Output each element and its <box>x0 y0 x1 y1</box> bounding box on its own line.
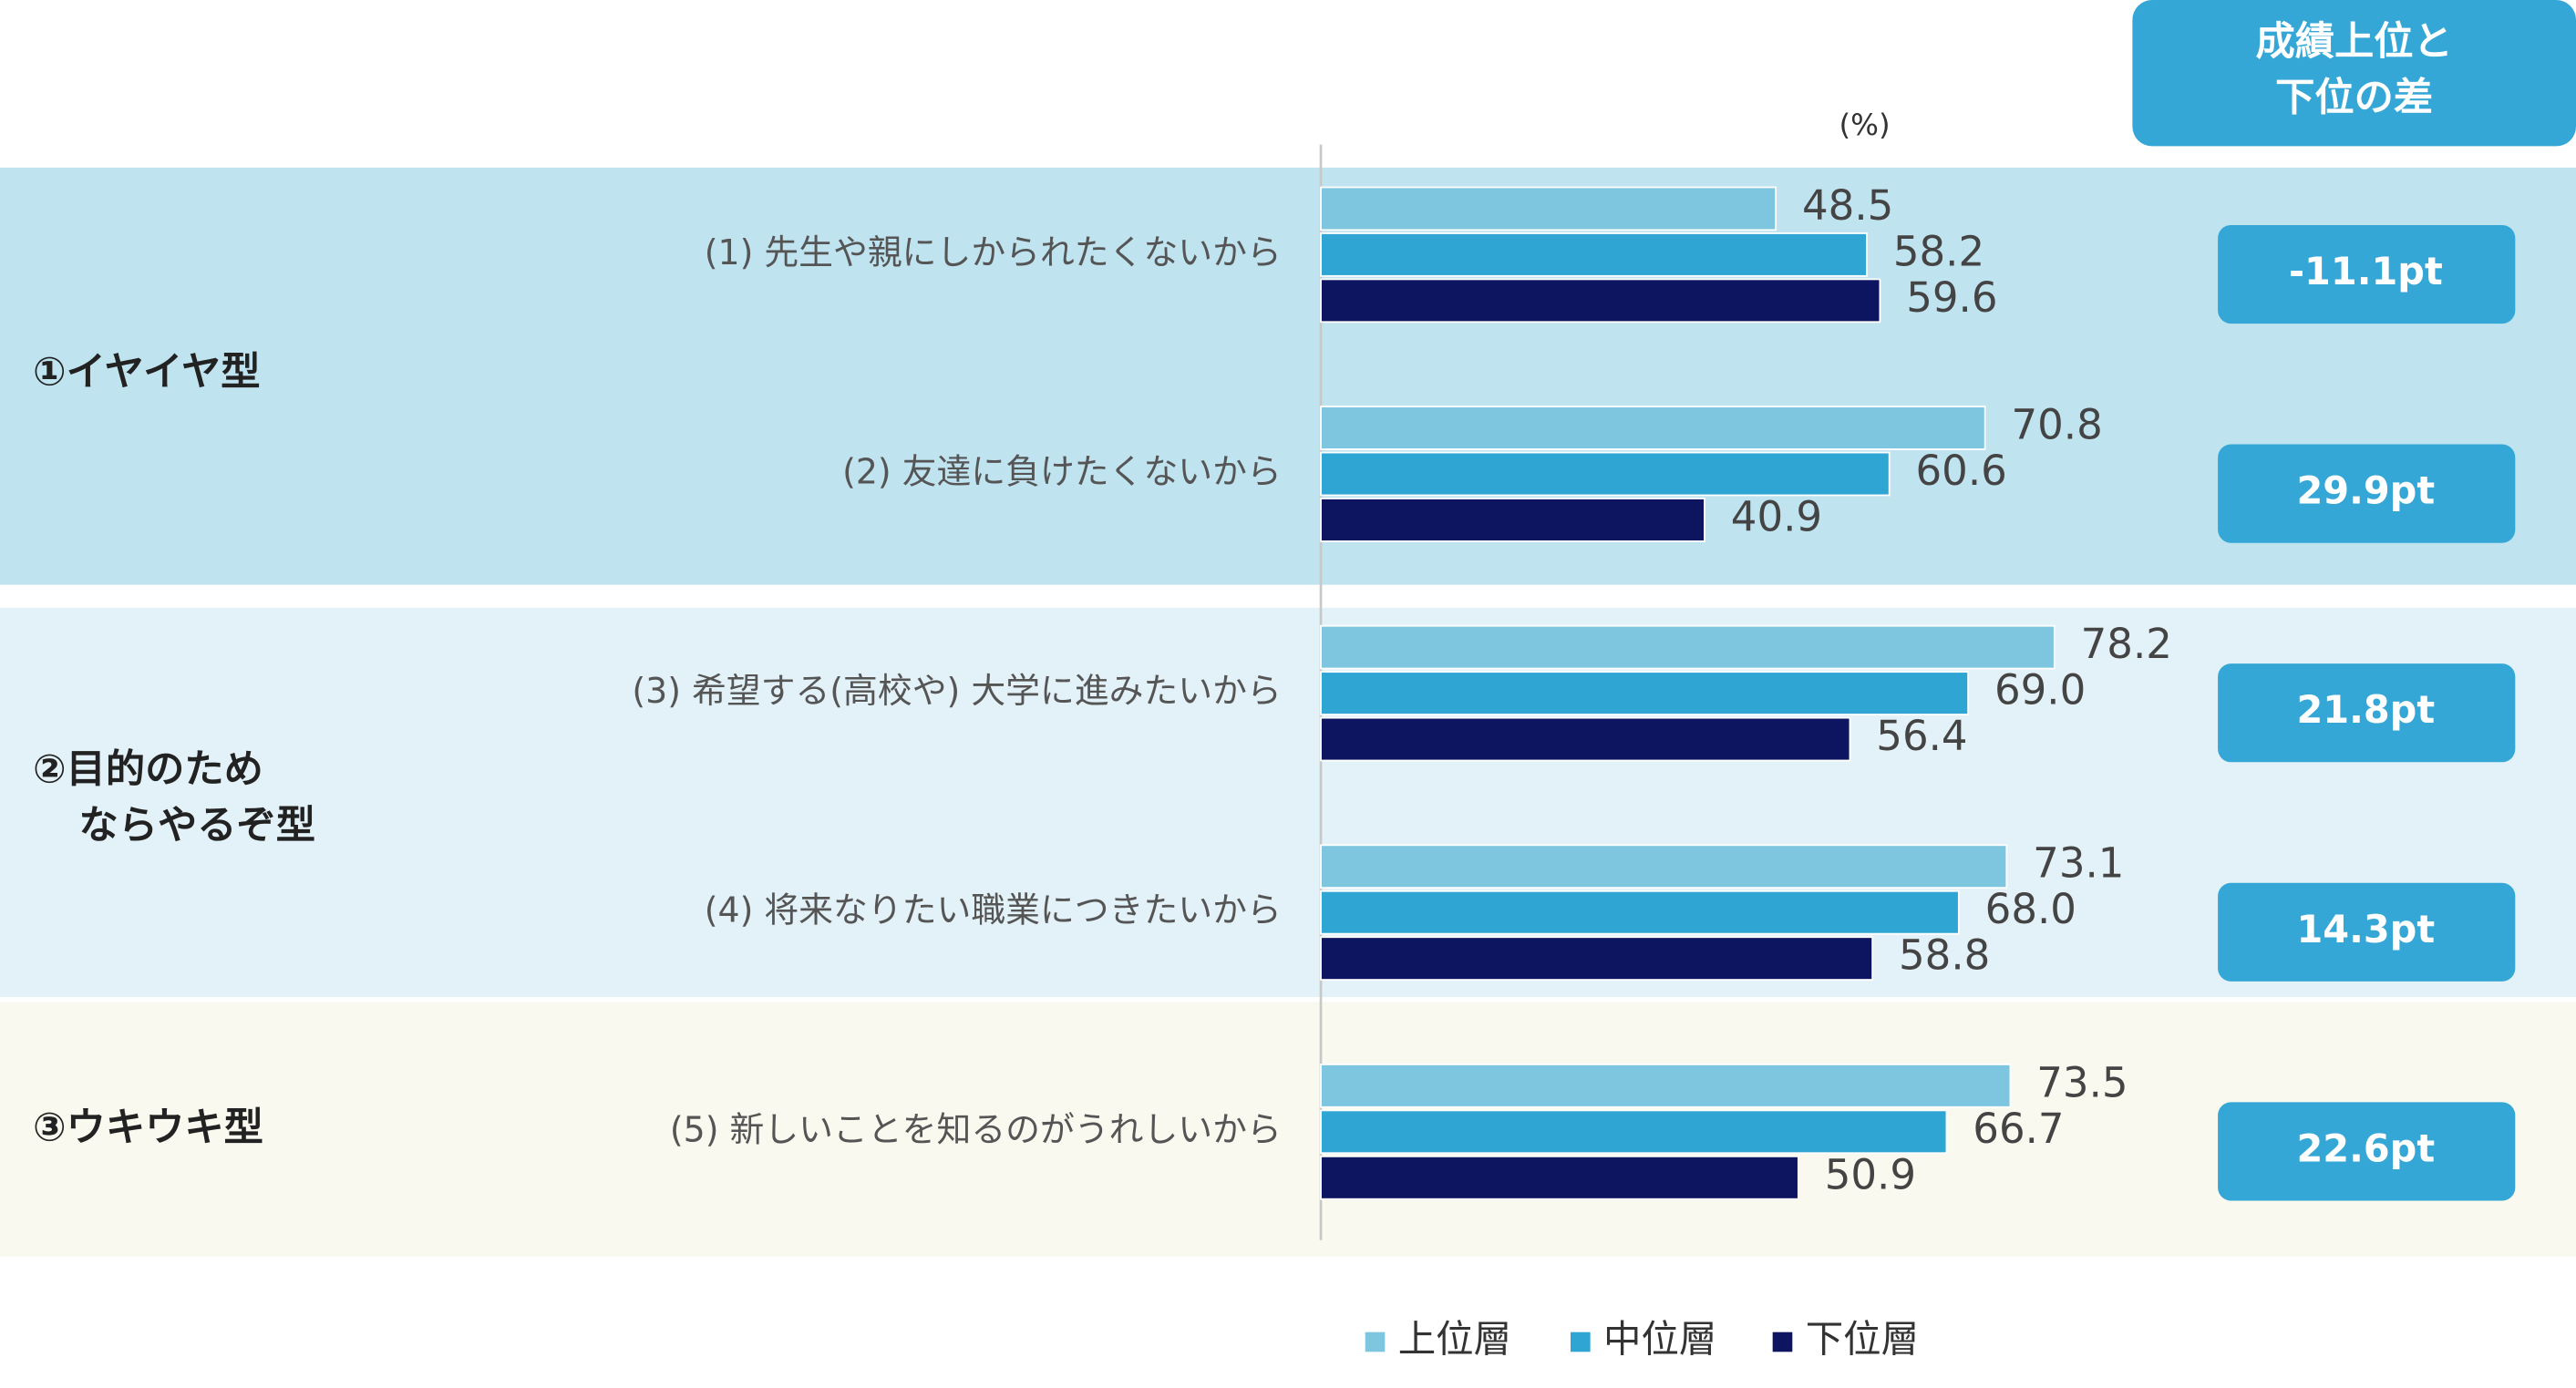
difference-box <box>2218 882 2516 982</box>
header-title: 下位の差 <box>2275 75 2433 120</box>
legend-label: 下位層 <box>1806 1318 1919 1362</box>
value-label: 40.9 <box>1731 492 1822 540</box>
value-label: 58.2 <box>1893 227 1984 275</box>
difference-label: 29.9pt <box>2296 469 2435 513</box>
value-label: 69.0 <box>1994 666 2086 715</box>
group-label: ならやるぞ型 <box>79 803 316 848</box>
value-label: 50.9 <box>1825 1150 1916 1198</box>
category-label: (2) 友達に負けたくないから <box>842 451 1282 491</box>
bar <box>1320 278 1881 324</box>
difference-label: 14.3pt <box>2296 908 2435 951</box>
difference-box <box>2218 224 2516 324</box>
bar <box>1320 451 1891 497</box>
legend-label: 上位層 <box>1398 1318 1511 1362</box>
bar <box>1320 1064 2012 1108</box>
value-label: 48.5 <box>1802 181 1893 230</box>
difference-box <box>2218 1102 2516 1201</box>
bar <box>1320 1109 1948 1155</box>
difference-label: 21.8pt <box>2296 688 2435 732</box>
value-label: 60.6 <box>1916 447 2007 495</box>
bar <box>1320 186 1777 231</box>
category-label: (1) 先生や親にしかられたくないから <box>705 232 1282 272</box>
header-title: 成績上位と <box>2256 19 2453 65</box>
legend-label: 中位層 <box>1603 1318 1716 1362</box>
value-label: 56.4 <box>1876 712 1967 760</box>
legend-swatch <box>1772 1331 1793 1352</box>
bar <box>1320 671 1970 715</box>
difference-box <box>2218 444 2516 543</box>
unit-label: (%) <box>1839 108 1891 142</box>
value-label: 66.7 <box>1973 1105 2064 1153</box>
legend-swatch <box>1570 1331 1591 1352</box>
category-label: (5) 新しいことを知るのがうれしいから <box>670 1109 1282 1149</box>
value-label: 68.0 <box>1985 885 2076 933</box>
category-label: (4) 将来なりたい職業につきたいから <box>705 890 1282 930</box>
group-label: ②目的のため <box>33 747 263 793</box>
bar <box>1320 1155 1799 1200</box>
group-band <box>0 167 2576 585</box>
bar <box>1320 844 2008 889</box>
bar <box>1320 406 1986 450</box>
difference-label: 22.6pt <box>2296 1126 2435 1170</box>
category-label: (3) 希望する(高校や) 大学に進みたいから <box>632 671 1281 711</box>
value-label: 58.8 <box>1899 931 1990 980</box>
bar <box>1320 498 1705 542</box>
group-label: ①イヤイヤ型 <box>33 349 260 395</box>
header-box <box>2132 0 2576 147</box>
group-label: ③ウキウキ型 <box>33 1105 263 1151</box>
bar <box>1320 232 1868 277</box>
bar <box>1320 716 1851 762</box>
group-band <box>0 607 2576 998</box>
value-label: 73.5 <box>2036 1058 2128 1106</box>
group-band <box>0 1002 2576 1257</box>
difference-label: -11.1pt <box>2289 250 2443 293</box>
bar <box>1320 936 1874 982</box>
bar <box>1320 889 1960 935</box>
legend-swatch <box>1365 1331 1386 1352</box>
value-label: 70.8 <box>2011 401 2102 449</box>
difference-box <box>2218 663 2516 763</box>
bar <box>1320 624 2056 670</box>
value-label: 73.1 <box>2033 839 2124 888</box>
value-label: 59.6 <box>1906 273 1997 322</box>
value-label: 78.2 <box>2081 620 2172 668</box>
